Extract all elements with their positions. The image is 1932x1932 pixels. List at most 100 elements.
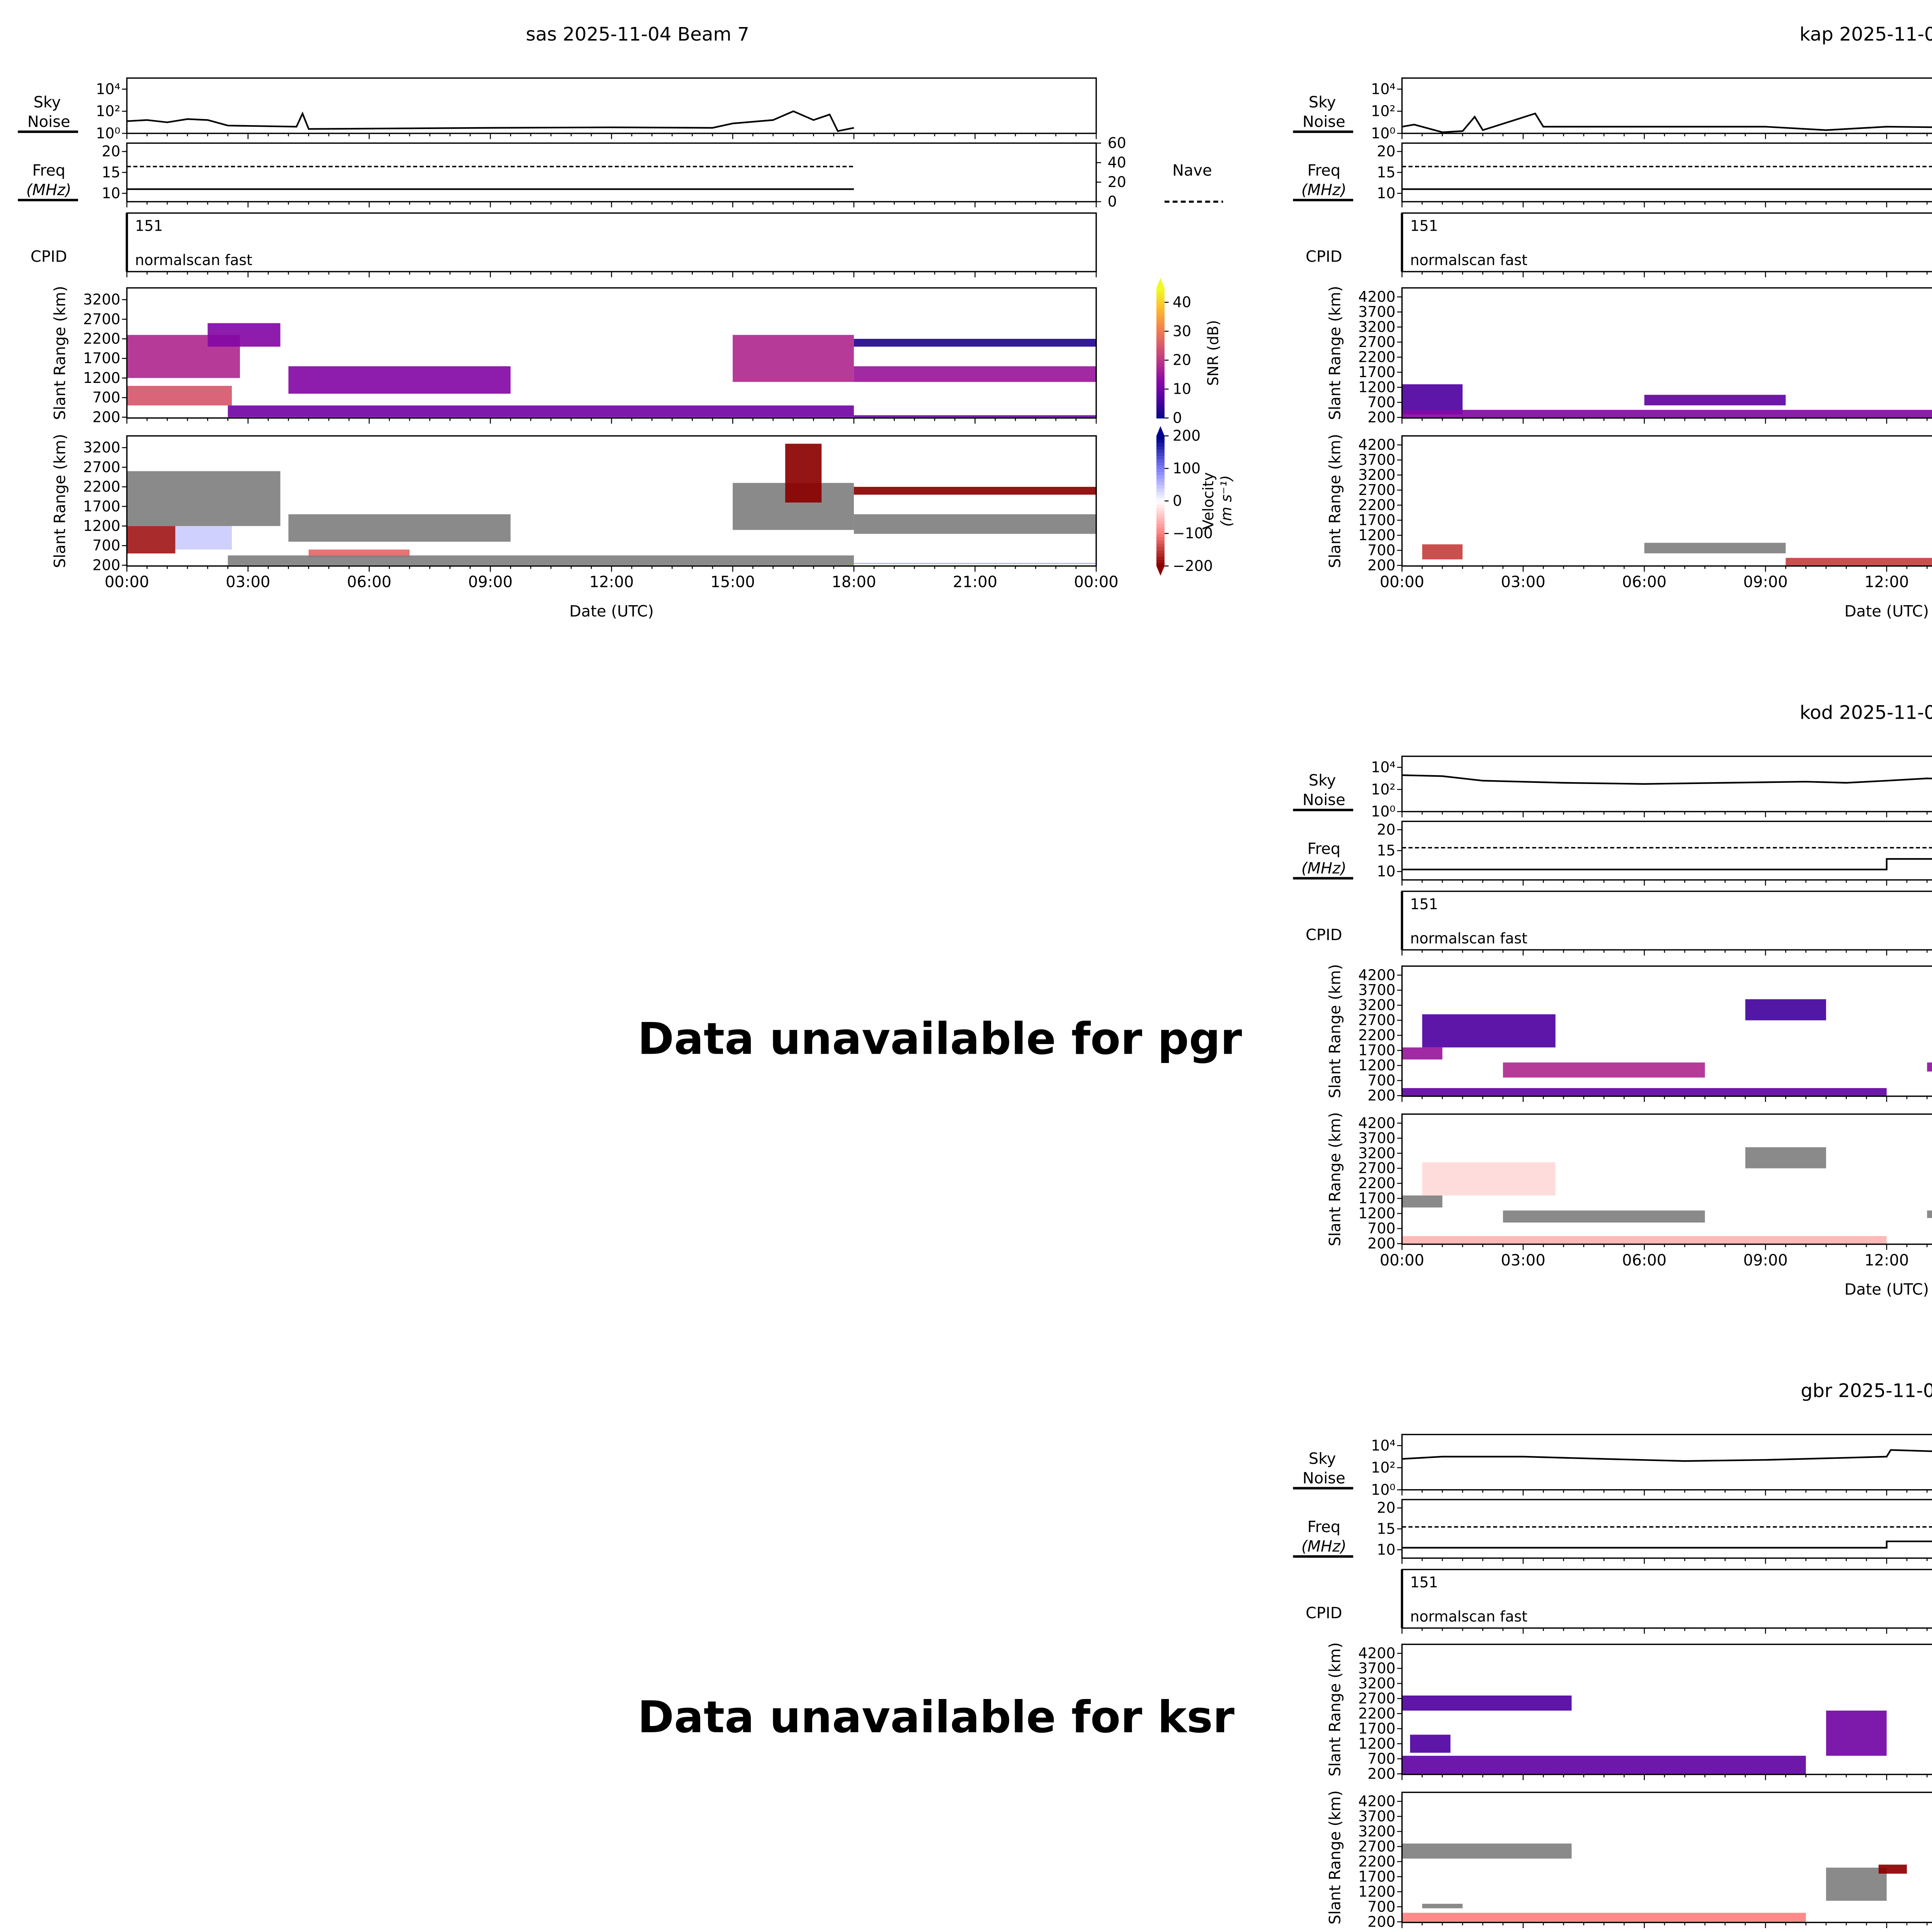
x-axis-label: Date (UTC) (569, 602, 654, 620)
x-axis-label: Date (UTC) (1844, 602, 1929, 620)
skynoise-line (1402, 774, 1932, 785)
x-tick-label: 00:00 (1074, 573, 1118, 591)
freq-label: (MHz) (1301, 859, 1347, 877)
y-tick-label: 1200 (1358, 1735, 1395, 1752)
y-tick-label: 20 (102, 143, 120, 160)
freq-axes (1401, 820, 1932, 881)
snr-cell (1402, 384, 1463, 415)
cpid-label: CPID (1306, 1604, 1342, 1622)
y-tick-label: 700 (1367, 1220, 1395, 1237)
snr-heatmap (127, 323, 1097, 417)
cpid-label: CPID (1306, 926, 1342, 944)
velocity-cell (1878, 1864, 1907, 1874)
y-tick-label: 1700 (1358, 364, 1395, 381)
x-tick-label: 06:00 (1622, 573, 1667, 591)
x-tick-label: 12:00 (1864, 573, 1909, 591)
velocity-heatmap (1422, 543, 1932, 566)
y-tick-label: 2200 (1358, 497, 1395, 514)
x-tick-label: 00:00 (105, 573, 149, 591)
snr-cell (127, 386, 232, 406)
panel-title: kod 2025-11-04 Beam 7 (1799, 701, 1932, 724)
y-tick-label: 2200 (83, 330, 120, 347)
velocity-cell (1422, 544, 1463, 560)
colorbar-segment (1156, 514, 1165, 518)
colorbar-segment (1156, 549, 1165, 554)
colorbar-segment (1156, 323, 1165, 328)
y-tick-label: 2200 (1358, 1853, 1395, 1870)
colorbar-tick-label: 100 (1173, 460, 1201, 477)
colorbar-tick-label: 20 (1173, 352, 1191, 369)
colorbar-segment (1156, 388, 1165, 393)
y-tick-label: 10 (1377, 185, 1395, 202)
colorbar-segment (1156, 317, 1165, 321)
colorbar-segment (1156, 353, 1165, 357)
snr-cell (1422, 1014, 1556, 1048)
y-tick-label: 10⁴ (1371, 1437, 1395, 1454)
y-tick-label: 1200 (1358, 527, 1395, 544)
colorbar-tick-label: 0 (1173, 409, 1182, 426)
y-tick-label: 10⁴ (1371, 759, 1395, 776)
y-tick-label: 700 (92, 389, 120, 406)
y-tick-label: 700 (1367, 1072, 1395, 1089)
y-tick-label: 1700 (83, 498, 120, 515)
colorbar-segment (1156, 478, 1165, 482)
velocity-cell (308, 549, 410, 558)
snr-cell (1826, 1710, 1887, 1756)
colorbar-segment (1156, 401, 1165, 406)
x-tick-label: 00:00 (1380, 573, 1424, 591)
y2-tick-label: 60 (1107, 134, 1126, 151)
x-tick-label: 09:00 (1743, 1252, 1787, 1269)
y-tick-label: 10⁰ (1371, 803, 1395, 820)
y2-tick-label: 0 (1107, 193, 1117, 210)
y-tick-label: 2700 (1358, 481, 1395, 498)
x-tick-label: 18:00 (832, 573, 876, 591)
colorbar-segment (1156, 333, 1165, 337)
colorbar-segment (1156, 533, 1165, 537)
y-tick-label: 2700 (1358, 1838, 1395, 1855)
y-axis-label: Slant Range (km) (51, 434, 69, 568)
freq-line (1402, 1540, 1932, 1549)
colorbar-tick-label: −100 (1173, 525, 1213, 542)
y-tick-label: 1200 (1358, 379, 1395, 396)
y-tick-label: 3200 (1358, 1675, 1395, 1692)
colorbar-tick-label: 0 (1173, 492, 1182, 509)
x-tick-label: 09:00 (1743, 573, 1787, 591)
colorbar-segment (1156, 359, 1165, 363)
velocity-colorbar-units: (m s⁻¹) (1218, 475, 1235, 527)
y-tick-label: 20 (1377, 821, 1395, 838)
cpid-value: 151 (1410, 896, 1438, 913)
y-tick-label: 1700 (1358, 1720, 1395, 1737)
colorbar-segment (1156, 369, 1165, 373)
y-tick-label: 15 (1377, 1520, 1395, 1537)
y-tick-label: 200 (92, 408, 120, 425)
colorbar-segment (1156, 488, 1165, 492)
skynoise-label: Sky (34, 94, 61, 111)
colorbar-tick-label: 40 (1173, 294, 1191, 311)
velocity-cell (1402, 1844, 1572, 1859)
velocity-heatmap (1402, 1844, 1907, 1922)
snr-cell (1402, 410, 1932, 418)
cpid-value: 151 (1410, 1574, 1438, 1591)
y-tick-label: 2700 (83, 311, 120, 328)
colorbar-segment (1156, 398, 1165, 402)
y-tick-label: 3200 (1358, 1823, 1395, 1840)
skynoise-line (1402, 1449, 1932, 1462)
colorbar-segment (1156, 442, 1165, 446)
x-tick-label: 03:00 (1501, 573, 1545, 591)
y-tick-label: 10⁰ (1371, 1481, 1395, 1498)
colorbar-segment (1156, 362, 1165, 367)
y-tick-label: 700 (1367, 394, 1395, 411)
y-axis-label: Slant Range (km) (1326, 964, 1344, 1098)
snr-heatmap (1402, 999, 1932, 1096)
colorbar-extend-arrow (1156, 278, 1165, 288)
velocity-cell (1422, 1162, 1556, 1196)
colorbar-segment (1156, 563, 1165, 567)
y-tick-label: 10⁴ (1371, 80, 1395, 97)
colorbar-segment (1156, 327, 1165, 331)
y-tick-label: 10 (1377, 863, 1395, 880)
x-tick-label: 12:00 (1864, 1252, 1909, 1269)
cpid-name: normalscan fast (1410, 252, 1527, 269)
x-tick-label: 00:00 (1380, 1252, 1424, 1269)
y-tick-label: 700 (1367, 1750, 1395, 1767)
velocity-cell (1927, 1210, 1932, 1218)
